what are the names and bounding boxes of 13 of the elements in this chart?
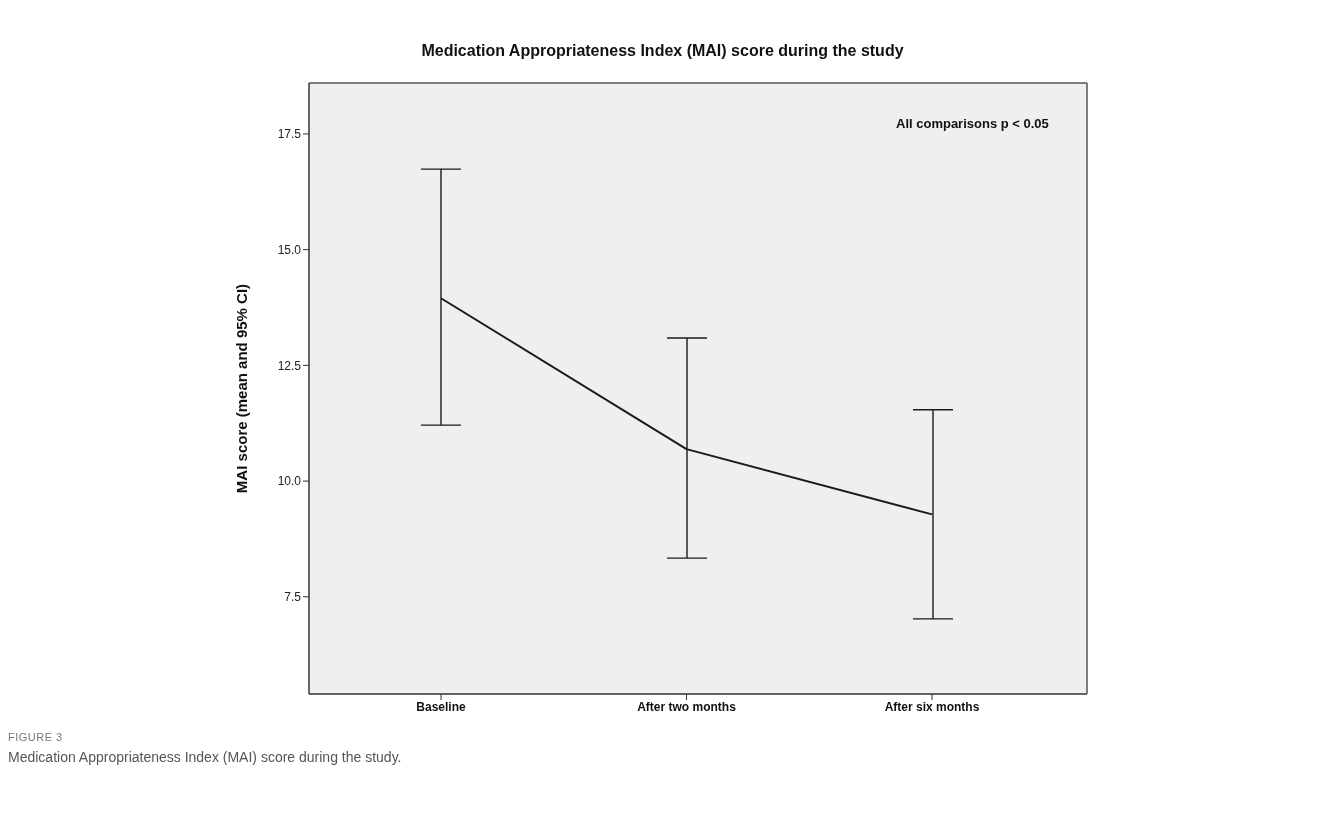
x-tick-label: After six months (884, 699, 980, 714)
y-tick-label: 15.0 (277, 242, 302, 257)
caption: FIGURE 3 (8, 731, 63, 743)
y-tick-label: 12.5 (277, 358, 302, 373)
y-tick-label: 10.0 (277, 474, 302, 489)
chart-title: Medication Appropriateness Index (MAI) score during the study (420, 42, 905, 60)
x-tick-label: After two months (637, 699, 737, 714)
annotation: All comparisons p < 0.05 (896, 116, 1049, 131)
y-tick-label: 17.5 (277, 127, 302, 142)
x-tick-label: Baseline (416, 699, 467, 714)
y-axis-title: MAI score (mean and 95% CI) (233, 283, 251, 494)
text: Medication Appropriateness Index (MAI) score during the study. (8, 749, 402, 765)
y-tick-label: 7.5 (284, 590, 302, 605)
